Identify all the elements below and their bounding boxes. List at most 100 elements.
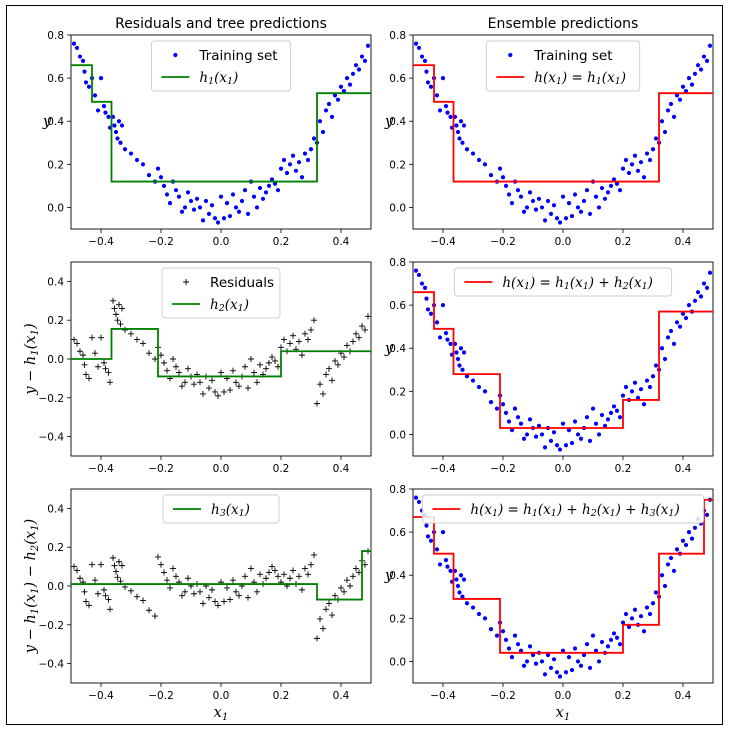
residual-point bbox=[311, 551, 317, 558]
panel-title: Ensemble predictions bbox=[488, 16, 639, 32]
plot-area bbox=[71, 41, 371, 225]
scatter-point bbox=[212, 216, 218, 221]
scatter-point bbox=[593, 648, 599, 653]
scatter-point bbox=[218, 194, 224, 199]
label-part: x bbox=[231, 502, 239, 518]
scatter-point bbox=[530, 652, 536, 658]
scatter-point bbox=[641, 629, 647, 634]
residual-point bbox=[215, 392, 221, 399]
scatter-point bbox=[524, 432, 530, 437]
scatter-point bbox=[128, 151, 134, 156]
x-tick-label: 0.2 bbox=[615, 236, 632, 248]
scatter-point bbox=[503, 637, 509, 642]
scatter-point bbox=[251, 194, 257, 199]
label-part: y bbox=[42, 114, 52, 130]
scatter-point bbox=[455, 356, 461, 362]
scatter-point bbox=[173, 188, 179, 193]
scatter-point bbox=[527, 644, 533, 649]
scatter-point bbox=[239, 198, 245, 204]
scatter-point bbox=[500, 402, 506, 407]
scatter-point bbox=[74, 45, 80, 51]
residual-point bbox=[248, 565, 254, 572]
label-part: x bbox=[556, 705, 564, 721]
x-tick-label: 0.4 bbox=[333, 463, 350, 475]
residual-point bbox=[248, 356, 254, 362]
scatter-point bbox=[200, 218, 206, 223]
scatter-point bbox=[680, 311, 686, 316]
y-tick-label: 0.2 bbox=[389, 159, 406, 171]
residual-point bbox=[323, 606, 329, 613]
legend-entry-label: Training set bbox=[198, 48, 277, 64]
scatter-point bbox=[434, 547, 440, 552]
label-part: 1 bbox=[551, 508, 557, 519]
scatter-point bbox=[692, 71, 698, 76]
residual-point bbox=[200, 600, 206, 607]
label-part: ( bbox=[23, 602, 39, 608]
scatter-point bbox=[572, 646, 578, 651]
label-part: ) + bbox=[588, 275, 614, 291]
scatter-point bbox=[362, 58, 368, 63]
residual-point bbox=[110, 297, 116, 304]
label-part: ( bbox=[214, 70, 220, 86]
scatter-point bbox=[424, 523, 429, 528]
scatter-point bbox=[680, 538, 686, 543]
label-part: 2 bbox=[30, 545, 41, 552]
scatter-point bbox=[650, 147, 656, 152]
y-tick-label: 0.8 bbox=[389, 257, 406, 269]
residual-point bbox=[98, 561, 104, 568]
residual-point bbox=[86, 602, 92, 609]
scatter-point bbox=[206, 211, 212, 217]
scatter-point bbox=[437, 562, 443, 567]
residual-point bbox=[215, 602, 221, 609]
scatter-point bbox=[605, 190, 611, 195]
residual-point bbox=[111, 305, 118, 312]
scatter-point bbox=[428, 84, 434, 89]
scatter-point bbox=[460, 367, 465, 372]
label-part: 1 bbox=[30, 588, 41, 594]
scatter-point bbox=[584, 415, 590, 420]
scatter-point bbox=[448, 114, 453, 120]
residual-point bbox=[102, 592, 109, 599]
scatter-point bbox=[440, 530, 446, 535]
scatter-point bbox=[119, 123, 125, 128]
x-tick-label: 0.0 bbox=[555, 463, 572, 475]
y-tick-label: −0.4 bbox=[39, 432, 65, 444]
scatter-point bbox=[689, 82, 695, 87]
x-tick-label: 0.2 bbox=[615, 690, 632, 702]
scatter-point bbox=[422, 285, 428, 290]
scatter-point bbox=[659, 573, 665, 578]
residual-point bbox=[254, 588, 260, 595]
scatter-point bbox=[460, 140, 465, 145]
residual-point bbox=[176, 369, 182, 376]
residual-point bbox=[290, 332, 296, 339]
scatter-point bbox=[533, 434, 539, 439]
residual-point bbox=[269, 354, 275, 361]
y-tick-label: 0.4 bbox=[389, 343, 406, 355]
residual-point bbox=[155, 553, 161, 560]
residual-point bbox=[305, 336, 311, 343]
scatter-point bbox=[584, 188, 590, 193]
scatter-point bbox=[488, 173, 494, 178]
scatter-point bbox=[448, 568, 453, 574]
residual-point bbox=[353, 330, 359, 337]
scatter-point bbox=[614, 635, 620, 640]
plot-area bbox=[413, 41, 713, 225]
scatter-point bbox=[629, 616, 635, 621]
scatter-point bbox=[665, 108, 671, 113]
residual-point bbox=[114, 317, 121, 324]
scatter-point bbox=[587, 438, 593, 444]
x-tick-label: 0.4 bbox=[675, 236, 692, 248]
scatter-point bbox=[457, 590, 462, 595]
scatter-point bbox=[557, 674, 563, 679]
residual-point bbox=[365, 313, 371, 320]
scatter-point bbox=[524, 205, 530, 210]
residual-point bbox=[86, 375, 92, 382]
scatter-point bbox=[533, 661, 539, 666]
scatter-point bbox=[454, 123, 459, 128]
x-axis-label: x1 bbox=[214, 705, 229, 723]
residual-point bbox=[272, 357, 278, 364]
residual-point bbox=[197, 379, 203, 386]
scatter-point bbox=[470, 378, 476, 383]
y-tick-label: 0.4 bbox=[47, 503, 64, 515]
residual-point bbox=[74, 340, 80, 347]
